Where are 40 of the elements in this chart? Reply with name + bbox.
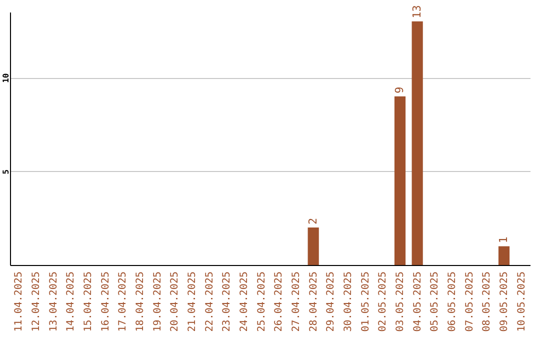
x-tick-label: 07.05.2025 [464, 272, 476, 332]
x-tick-label: 21.04.2025 [187, 272, 198, 332]
bar [412, 21, 423, 265]
x-tick-label: 23.04.2025 [222, 272, 233, 332]
bar [394, 96, 406, 265]
data-label: 13 [410, 5, 424, 18]
x-tick-label: 18.04.2025 [135, 272, 146, 332]
x-tick-label: 02.05.2025 [378, 272, 389, 332]
x-tick-label: 29.04.2025 [326, 272, 337, 332]
data-label: 9 [393, 86, 406, 94]
x-tick-label: 14.04.2025 [66, 272, 77, 332]
x-tick-label: 08.05.2025 [482, 272, 493, 332]
data-label: 2 [306, 218, 320, 225]
x-tick-label: 16.04.2025 [100, 272, 112, 332]
data-label: 1 [497, 236, 510, 244]
x-tick-label: 11.04.2025 [14, 272, 25, 332]
x-tick-label: 01.05.2025 [360, 272, 372, 332]
y-tick-label: 5 [2, 169, 10, 174]
x-tick-label: 15.04.2025 [83, 272, 94, 332]
x-tick-label: 04.05.2025 [412, 272, 424, 332]
x-tick-label: 26.04.2025 [274, 272, 285, 332]
x-tick-label: 27.04.2025 [291, 272, 302, 332]
x-tick-label: 30.04.2025 [343, 272, 354, 332]
x-tick-label: 17.04.2025 [118, 272, 129, 332]
y-tick-label: 10 [2, 73, 10, 83]
x-tick-label: 24.04.2025 [239, 272, 250, 332]
x-tick-label: 22.04.2025 [204, 272, 216, 332]
x-tick-label: 10.05.2025 [516, 272, 528, 332]
x-tick-label: 03.05.2025 [395, 272, 406, 332]
x-tick-label: 25.04.2025 [256, 272, 268, 332]
bar [308, 228, 319, 265]
x-tick-label: 09.05.2025 [499, 272, 510, 332]
x-tick-label: 12.04.2025 [31, 272, 42, 332]
x-tick-label: 13.04.2025 [48, 272, 60, 332]
x-tick-label: 19.04.2025 [152, 272, 164, 332]
x-tick-label: 28.04.2025 [308, 272, 320, 332]
x-tick-label: 06.05.2025 [447, 272, 458, 332]
x-tick-label: 20.04.2025 [170, 272, 181, 332]
bar [498, 246, 510, 265]
x-tick-label: 05.05.2025 [430, 272, 441, 332]
